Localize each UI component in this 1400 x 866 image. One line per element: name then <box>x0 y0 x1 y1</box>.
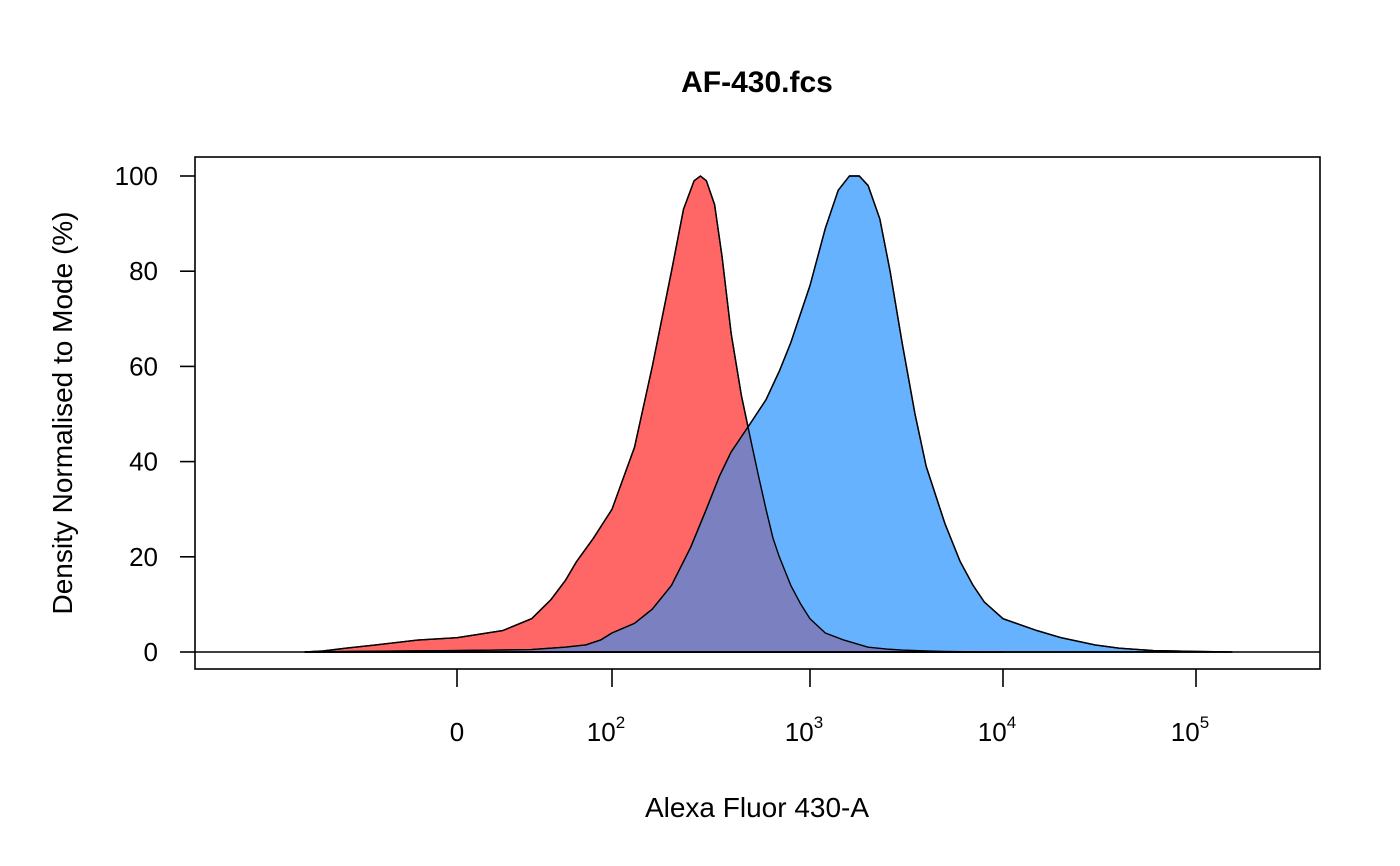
chart-title: AF-430.fcs <box>681 66 833 99</box>
plot-frame <box>194 156 1321 670</box>
y-tick-label: 0 <box>144 637 158 667</box>
y-axis-label: Density Normalised to Mode (%) <box>47 211 78 614</box>
plot-area <box>194 156 1321 670</box>
density-curves <box>304 175 1233 653</box>
y-tick-label: 40 <box>129 447 158 477</box>
x-axis: 0 102 103 104 105 <box>450 669 1209 747</box>
y-tick-label: 60 <box>129 351 158 381</box>
x-axis-label: Alexa Fluor 430-A <box>645 792 869 823</box>
density-outline-1 <box>304 175 1004 653</box>
density-outline-2 <box>304 175 1233 653</box>
x-tick-label: 104 <box>978 713 1016 747</box>
y-tick-label: 20 <box>129 542 158 572</box>
x-tick-label: 105 <box>1171 713 1209 747</box>
y-tick-label: 100 <box>115 161 158 191</box>
x-tick-label: 103 <box>785 713 823 747</box>
x-tick-label: 102 <box>587 713 625 747</box>
x-tick-label: 0 <box>450 717 464 747</box>
y-tick-label: 80 <box>129 256 158 286</box>
y-axis: 0 20 40 60 80 100 <box>115 161 195 667</box>
